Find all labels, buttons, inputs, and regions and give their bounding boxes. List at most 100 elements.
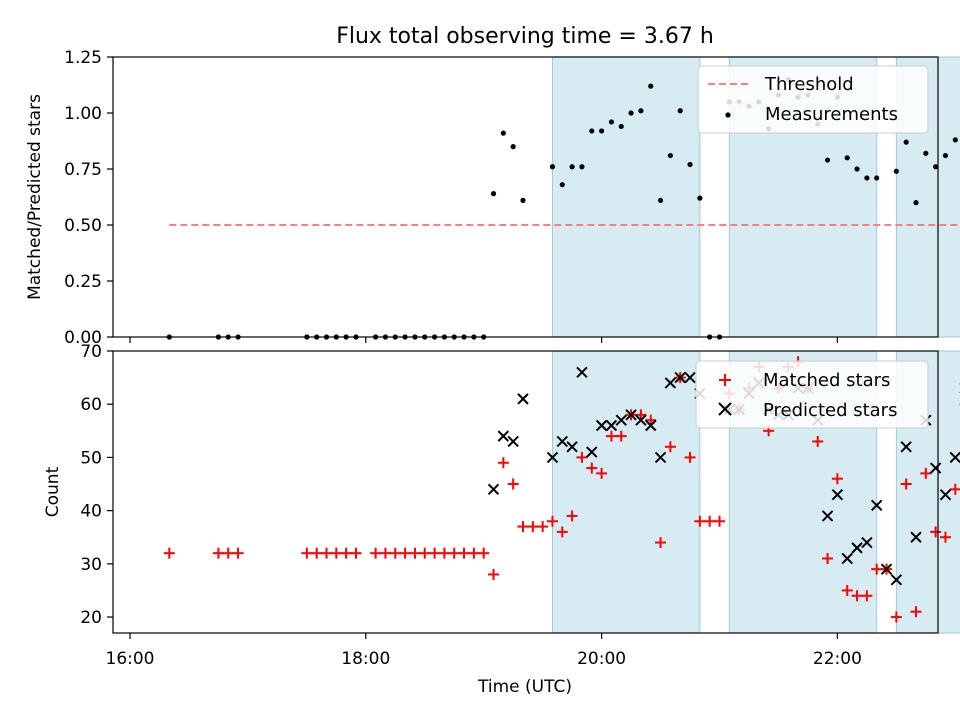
legend-predicted-label: Predicted stars bbox=[763, 400, 897, 421]
top-legend-box bbox=[697, 65, 929, 134]
measurement-point bbox=[559, 182, 565, 188]
predicted-star-point bbox=[497, 430, 510, 442]
measurement-point bbox=[490, 191, 497, 197]
predicted-star-point bbox=[821, 510, 834, 522]
matched-star-point bbox=[812, 435, 824, 447]
top-y-axis-label: Matched/Predicted stars bbox=[25, 94, 45, 300]
matched-star-point bbox=[831, 473, 843, 485]
predicted-star-point bbox=[910, 531, 922, 543]
matched-star-point bbox=[939, 531, 951, 543]
matched-star-point bbox=[655, 537, 667, 549]
matched-star-point bbox=[586, 462, 598, 474]
shaded-interval bbox=[551, 56, 701, 338]
y-tick-label: 1.00 bbox=[64, 104, 102, 124]
y-tick-label: 0.25 bbox=[64, 272, 102, 292]
matched-star-point bbox=[340, 547, 352, 559]
matched-star-point bbox=[438, 547, 450, 559]
y-tick-label: 0.75 bbox=[64, 160, 102, 180]
matched-star-point bbox=[419, 547, 431, 559]
legend-measurements-swatch bbox=[725, 112, 731, 118]
measurement-point bbox=[864, 175, 870, 181]
measurement-point bbox=[844, 155, 850, 161]
matched-star-point bbox=[704, 515, 716, 527]
matched-star-point bbox=[920, 467, 932, 479]
measurement-point bbox=[589, 128, 595, 134]
matched-star-point bbox=[389, 547, 401, 559]
x-axis-label: Time (UTC) bbox=[477, 677, 572, 697]
matched-star-point bbox=[851, 590, 863, 602]
x-tick-label: 20:00 bbox=[577, 649, 626, 669]
predicted-star-point bbox=[605, 419, 618, 432]
matched-star-point bbox=[930, 526, 942, 538]
matched-star-point bbox=[871, 563, 883, 575]
x-tick-label: 16:00 bbox=[106, 649, 155, 669]
measurement-point bbox=[520, 197, 526, 203]
measurement-point bbox=[579, 164, 585, 170]
matched-star-point bbox=[330, 547, 342, 559]
matched-star-point bbox=[841, 584, 853, 596]
predicted-star-point bbox=[851, 542, 863, 554]
matched-star-point bbox=[222, 547, 234, 559]
bottom-legend-box bbox=[695, 360, 929, 429]
matched-star-point bbox=[163, 547, 175, 559]
matched-star-point bbox=[615, 430, 627, 442]
predicted-star-point bbox=[870, 499, 883, 512]
matched-star-point bbox=[350, 547, 362, 559]
y-tick-label: 40 bbox=[80, 502, 102, 522]
matched-star-point bbox=[605, 430, 617, 442]
measurement-point bbox=[628, 110, 634, 116]
measurement-point bbox=[549, 164, 556, 170]
matched-star-point bbox=[576, 451, 588, 463]
matched-star-point bbox=[321, 547, 332, 559]
measurement-point bbox=[510, 144, 516, 150]
matched-star-point bbox=[684, 451, 696, 463]
measurement-point bbox=[933, 164, 939, 170]
legend-matched-label: Matched stars bbox=[763, 370, 890, 391]
matched-star-point bbox=[429, 547, 441, 559]
measurement-point bbox=[599, 128, 605, 134]
matched-star-point bbox=[507, 478, 519, 490]
matched-star-point bbox=[645, 414, 657, 426]
measurement-point bbox=[677, 108, 683, 114]
measurement-point bbox=[687, 161, 693, 168]
matched-star-point bbox=[448, 547, 460, 559]
y-tick-label: 20 bbox=[80, 608, 102, 628]
matched-star-point bbox=[212, 547, 224, 559]
matched-star-point bbox=[596, 467, 608, 479]
x-tick-label: 18:00 bbox=[341, 649, 390, 669]
measurement-point bbox=[569, 164, 575, 170]
predicted-star-point bbox=[900, 441, 912, 453]
measurement-point bbox=[667, 152, 673, 159]
predicted-star-point bbox=[880, 563, 893, 575]
top-axes-frame bbox=[112, 56, 939, 338]
measurement-point bbox=[903, 139, 909, 145]
y-tick-label: 70 bbox=[80, 342, 102, 362]
y-tick-label: 50 bbox=[80, 448, 102, 468]
matched-star-point bbox=[664, 441, 676, 453]
top-panel: Flux total observing time = 3.67 h 0.000… bbox=[25, 24, 960, 348]
predicted-star-point bbox=[586, 446, 598, 458]
top-x-ticks bbox=[129, 337, 839, 343]
predicted-star-point bbox=[841, 552, 853, 565]
legend-measurements-label: Measurements bbox=[765, 104, 898, 125]
matched-star-point bbox=[517, 521, 529, 533]
matched-star-point bbox=[497, 457, 509, 469]
matched-star-point bbox=[694, 515, 706, 527]
predicted-star-point bbox=[654, 451, 667, 464]
matched-star-point bbox=[301, 547, 313, 559]
matched-star-point bbox=[527, 521, 539, 533]
predicted-star-point bbox=[556, 435, 569, 448]
predicted-star-point bbox=[635, 414, 647, 426]
predicted-star-point bbox=[507, 435, 519, 448]
y-tick-label: 30 bbox=[80, 555, 102, 575]
matched-star-point bbox=[488, 568, 500, 580]
measurement-point bbox=[913, 200, 919, 206]
matched-star-point bbox=[949, 483, 960, 495]
matched-star-point bbox=[379, 547, 391, 559]
measurement-point bbox=[942, 152, 949, 159]
matched-star-point bbox=[232, 547, 244, 559]
predicted-star-point bbox=[487, 483, 500, 496]
measurement-point bbox=[854, 166, 860, 172]
